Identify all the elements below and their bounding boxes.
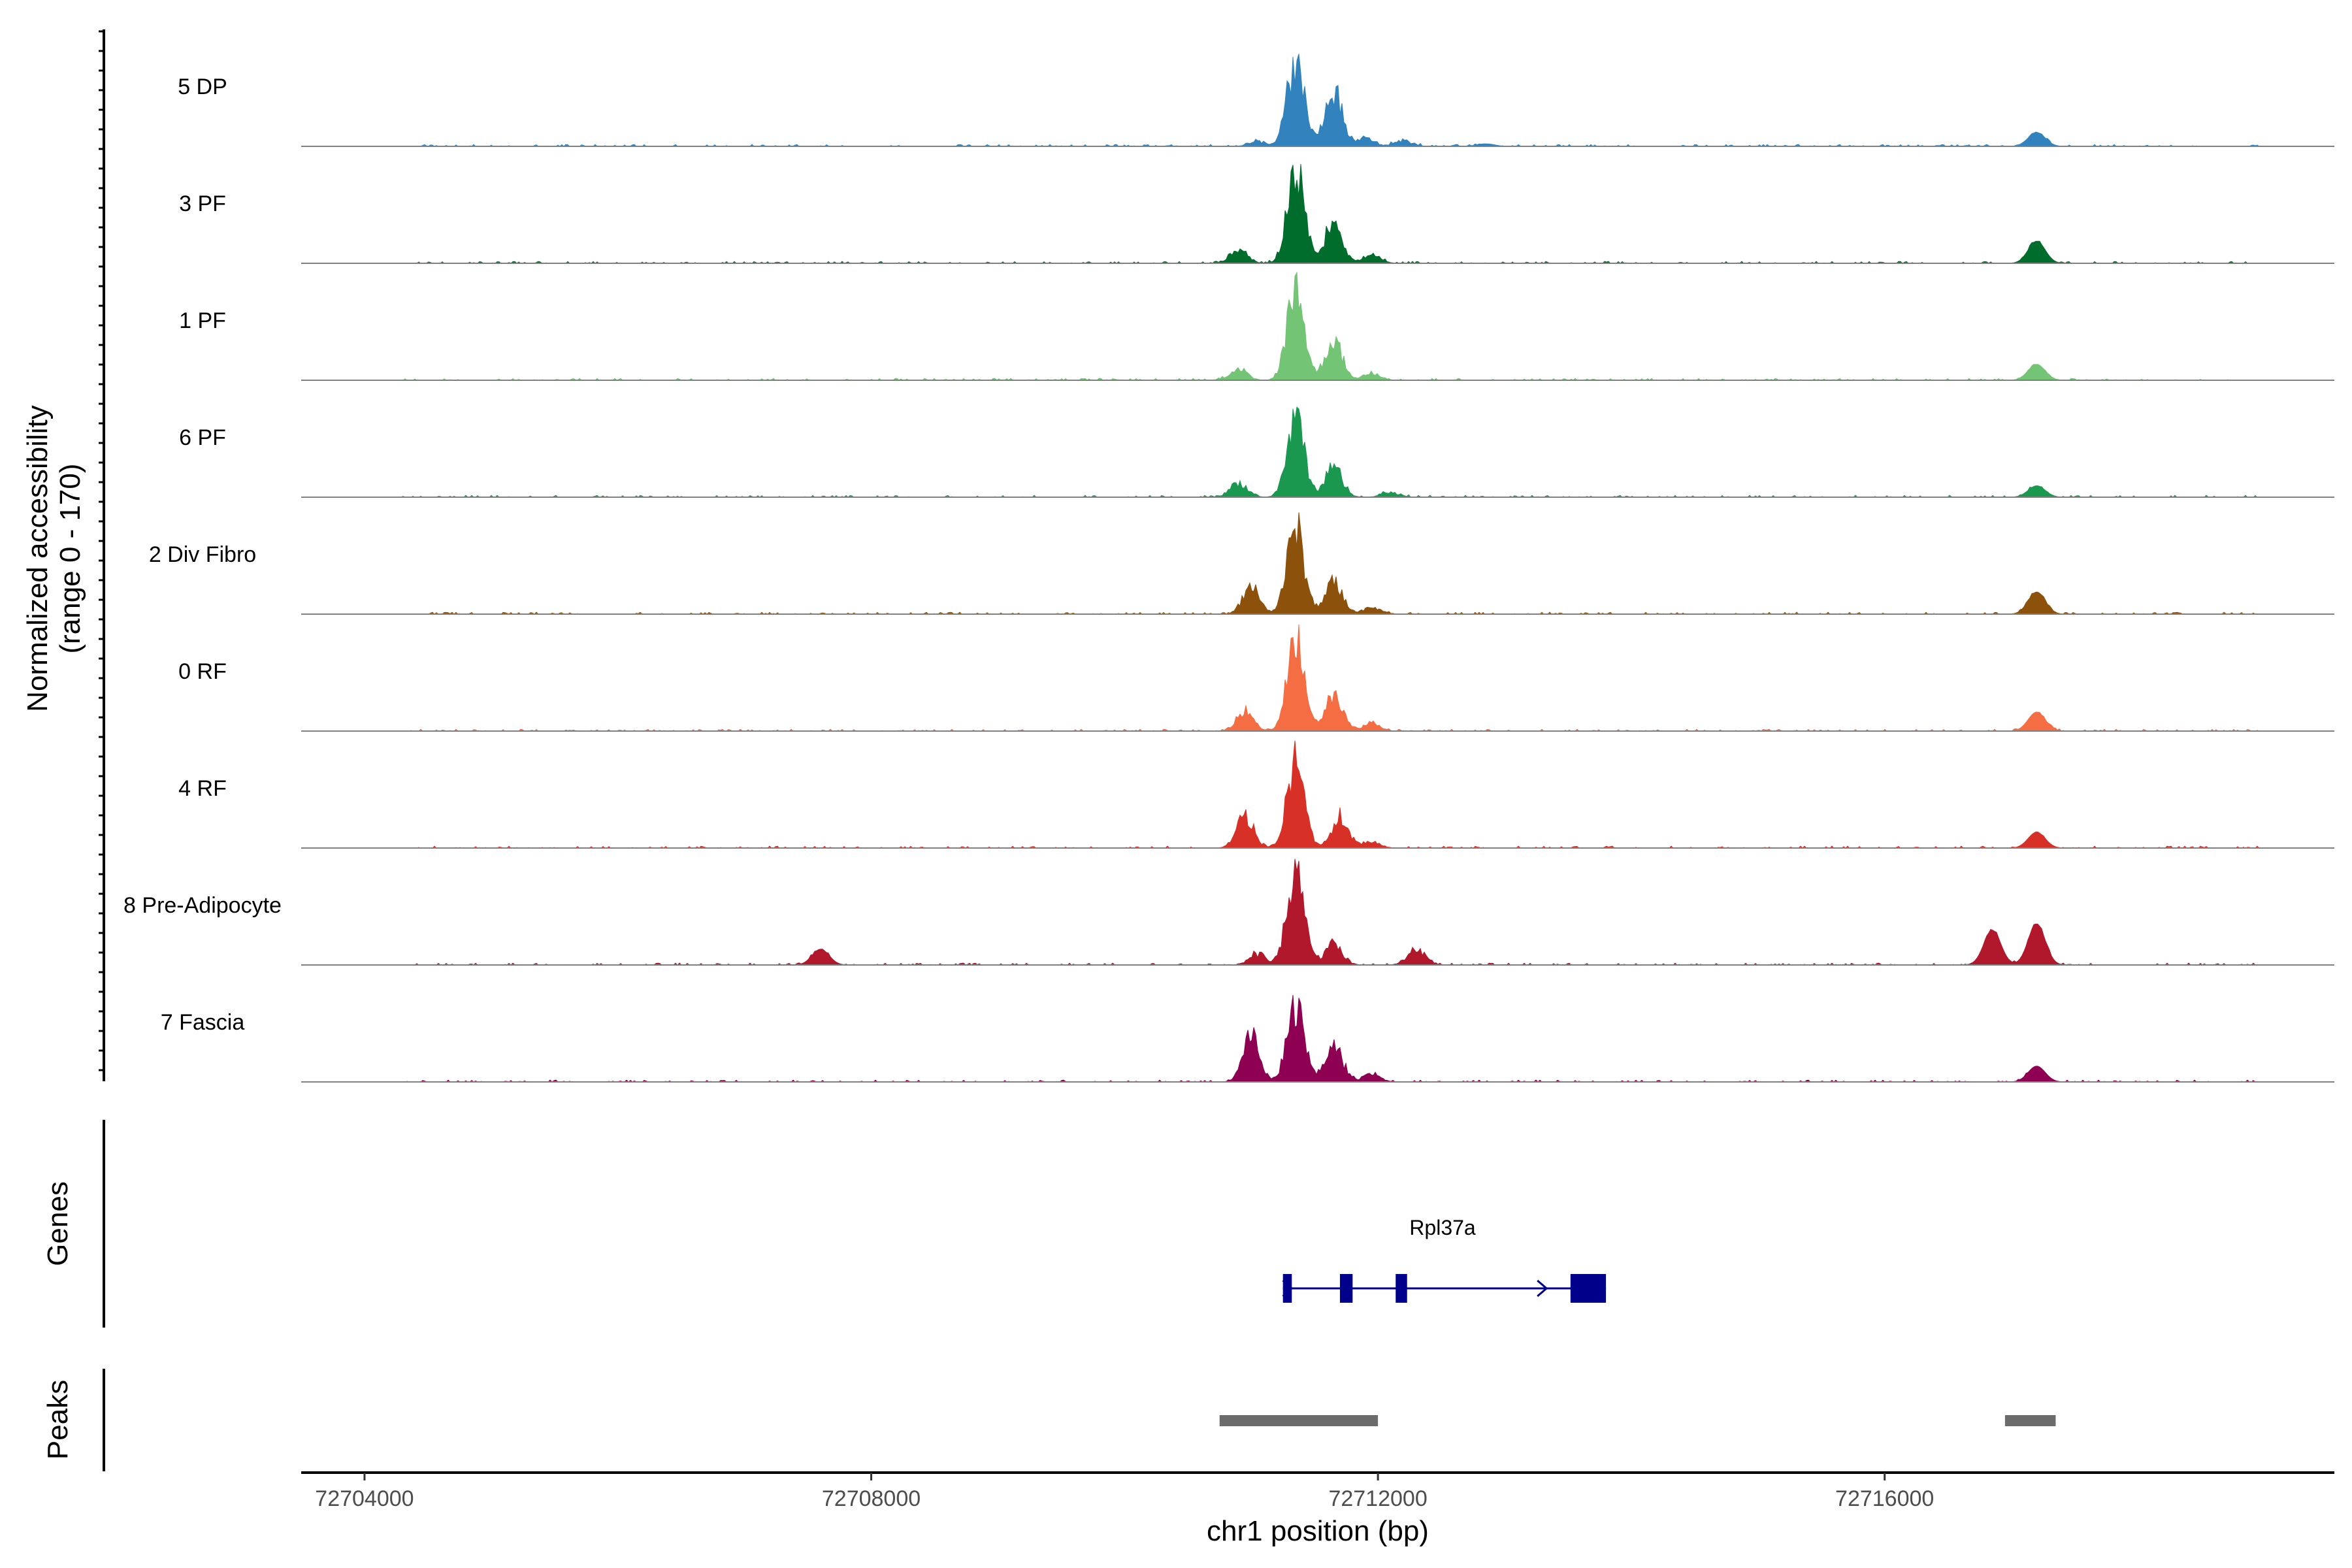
track-label: 7 Fascia xyxy=(161,1010,245,1035)
coverage-area xyxy=(301,858,2334,966)
y-axis xyxy=(99,29,105,1081)
coverage-area xyxy=(301,624,2334,732)
coverage-area xyxy=(301,512,2334,615)
track-label: 6 PF xyxy=(179,425,226,450)
coverage-area xyxy=(301,54,2334,147)
x-tick-label: 72704000 xyxy=(315,1486,414,1511)
y-axis-title-line2: (range 0 - 170) xyxy=(54,463,86,653)
track-label: 1 PF xyxy=(179,308,226,333)
peak-track xyxy=(1219,1415,2056,1426)
y-axis-title-line1: Normalized accessibility xyxy=(22,405,54,711)
coverage-track: 1 PF xyxy=(179,271,2334,381)
coverage-area xyxy=(301,740,2334,849)
coverage-track: 7 Fascia xyxy=(161,994,2334,1083)
gene-exon xyxy=(1339,1274,1353,1303)
gene-exon xyxy=(1282,1274,1292,1303)
track-label: 3 PF xyxy=(179,191,226,216)
track-label: 0 RF xyxy=(178,659,227,684)
coverage-tracks: 5 DP 3 PF 1 PF 6 PF 2 Div Fibro 0 RF 4 RF 8 Pre… xyxy=(123,54,2334,1083)
track-label: 8 Pre-Adipocyte xyxy=(123,893,282,918)
strand-arrow xyxy=(1282,1279,1294,1298)
x-tick-label: 72716000 xyxy=(1835,1486,1934,1511)
coverage-area xyxy=(301,164,2334,264)
gene-exon xyxy=(1396,1274,1407,1303)
coverage-track: 5 DP xyxy=(178,54,2334,147)
coverage-track: 6 PF xyxy=(179,406,2334,498)
peak-region xyxy=(2004,1415,2056,1426)
gene-name-label: Rpl37a xyxy=(1409,1216,1476,1239)
track-label: 5 DP xyxy=(178,74,227,99)
x-tick-label: 72712000 xyxy=(1328,1486,1427,1511)
x-tick-label: 72708000 xyxy=(822,1486,921,1511)
coverage-track: 4 RF xyxy=(178,740,2334,849)
x-axis: 72704000 72708000 72712000 72716000 xyxy=(315,1473,1934,1511)
peak-region xyxy=(1219,1415,1379,1426)
coverage-track: 8 Pre-Adipocyte xyxy=(123,858,2334,966)
coverage-area xyxy=(301,994,2334,1083)
x-axis-title: chr1 position (bp) xyxy=(1207,1515,1429,1547)
coverage-track: 2 Div Fibro xyxy=(149,512,2334,615)
gene-exon xyxy=(1570,1274,1607,1303)
genes-track-label: Genes xyxy=(42,1181,74,1266)
peaks-track-label: Peaks xyxy=(42,1380,74,1460)
coverage-area xyxy=(301,271,2334,381)
track-label: 4 RF xyxy=(178,776,227,801)
coverage-track: 0 RF xyxy=(178,624,2334,732)
gene-track xyxy=(1282,1274,1607,1303)
coverage-track: 3 PF xyxy=(179,164,2334,264)
strand-arrow xyxy=(1537,1279,1548,1298)
coverage-area xyxy=(301,406,2334,498)
track-label: 2 Div Fibro xyxy=(149,542,256,567)
